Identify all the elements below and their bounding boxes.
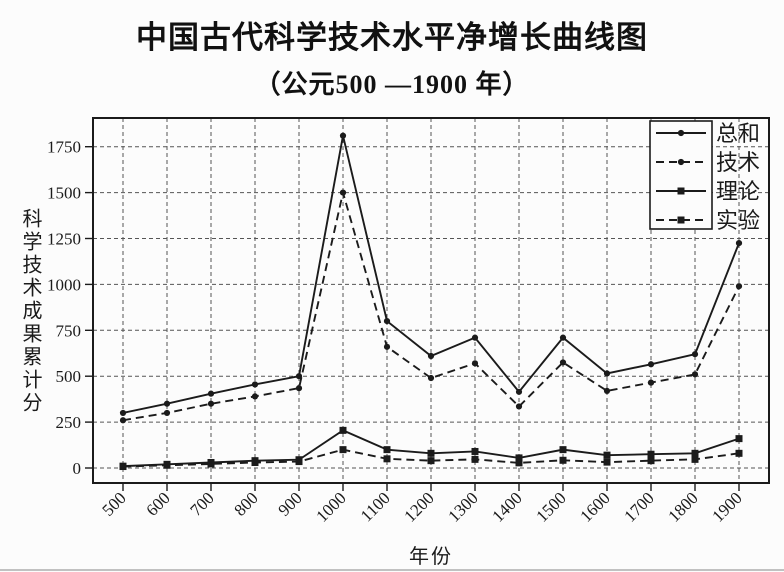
y-tick-label: 0	[73, 459, 82, 478]
x-tick-label: 1300	[444, 488, 481, 525]
marker-dot	[677, 158, 685, 166]
marker-square	[647, 450, 655, 458]
y-tick-label: 1250	[47, 230, 81, 249]
y-tick-label: 500	[56, 367, 82, 386]
x-tick-label: 500	[98, 488, 129, 519]
x-tick-label: 1200	[400, 488, 437, 525]
marker-dot	[515, 388, 523, 395]
marker-dot	[603, 370, 611, 377]
legend-label-理论: 理论	[716, 179, 760, 204]
x-tick-label: 600	[142, 488, 173, 519]
marker-dot	[691, 351, 699, 358]
marker-square	[163, 461, 171, 469]
marker-square	[691, 449, 699, 457]
marker-dot	[383, 343, 391, 350]
marker-square	[603, 458, 611, 466]
marker-square	[119, 463, 127, 471]
x-axis-label: 年份	[409, 546, 453, 568]
marker-square	[471, 455, 479, 463]
marker-square	[427, 449, 435, 457]
legend-label-技术: 技术	[716, 150, 760, 175]
marker-square	[383, 446, 391, 454]
chart-title: 中国古代科学技术水平净增长曲线图	[136, 20, 648, 55]
marker-dot	[515, 403, 523, 410]
marker-dot	[559, 334, 567, 341]
marker-dot	[251, 381, 259, 388]
marker-dot	[471, 334, 479, 341]
marker-square	[677, 216, 685, 224]
marker-square	[339, 426, 347, 434]
x-tick-label: 1000	[312, 488, 349, 525]
x-tick-label: 1700	[620, 488, 657, 525]
y-tick-label: 1750	[47, 138, 81, 157]
marker-dot	[339, 132, 347, 139]
x-tick-label: 1600	[576, 488, 613, 525]
marker-square	[339, 446, 347, 454]
marker-dot	[735, 283, 743, 290]
marker-dot	[427, 374, 435, 382]
marker-dot	[735, 239, 743, 247]
marker-dot	[427, 352, 435, 360]
y-tick-label: 1000	[47, 275, 81, 294]
marker-square	[603, 451, 611, 459]
marker-dot	[677, 129, 685, 137]
marker-square	[251, 458, 259, 466]
x-tick-label: 1400	[488, 488, 525, 525]
marker-square	[735, 449, 743, 457]
legend-label-实验: 实验	[716, 208, 760, 233]
marker-dot	[251, 393, 259, 400]
marker-square	[471, 447, 479, 455]
marker-dot	[207, 390, 215, 397]
legend-box	[649, 120, 713, 230]
x-tick-label: 900	[274, 488, 305, 519]
x-tick-label: 1900	[708, 488, 745, 525]
y-tick-label: 750	[56, 321, 82, 340]
marker-square	[427, 457, 435, 465]
bottom-rule	[0, 569, 784, 571]
y-axis-label: 科学技术成果累计分	[19, 208, 41, 415]
marker-square	[647, 457, 655, 465]
marker-dot	[691, 371, 699, 378]
marker-dot	[339, 189, 347, 196]
marker-dot	[647, 379, 655, 386]
marker-dot	[471, 360, 479, 367]
marker-square	[559, 446, 567, 454]
marker-dot	[559, 359, 567, 366]
x-tick-label: 800	[230, 488, 261, 519]
marker-dot	[163, 409, 171, 417]
x-tick-label: 1500	[532, 488, 569, 525]
y-tick-label: 1500	[47, 184, 81, 203]
marker-dot	[383, 318, 391, 325]
y-tick-label: 250	[56, 413, 82, 432]
chart-subtitle: （公元500 —1900 年）	[254, 70, 530, 99]
series-line-技术	[122, 192, 740, 422]
marker-dot	[119, 409, 127, 417]
legend-label-总和: 总和	[716, 121, 760, 146]
marker-dot	[207, 400, 215, 407]
marker-square	[515, 454, 523, 462]
marker-square	[383, 455, 391, 463]
marker-square	[207, 460, 215, 468]
marker-dot	[119, 417, 127, 424]
marker-dot	[603, 387, 611, 394]
marker-square	[677, 187, 685, 195]
marker-square	[691, 455, 699, 463]
x-tick-label: 1800	[664, 488, 701, 525]
x-tick-label: 1100	[357, 488, 394, 525]
marker-square	[295, 458, 303, 466]
marker-square	[515, 459, 523, 467]
marker-square	[735, 435, 743, 443]
marker-dot	[647, 361, 655, 368]
marker-dot	[163, 400, 171, 407]
marker-square	[559, 456, 567, 464]
x-tick-label: 700	[186, 488, 217, 519]
marker-dot	[295, 385, 303, 392]
